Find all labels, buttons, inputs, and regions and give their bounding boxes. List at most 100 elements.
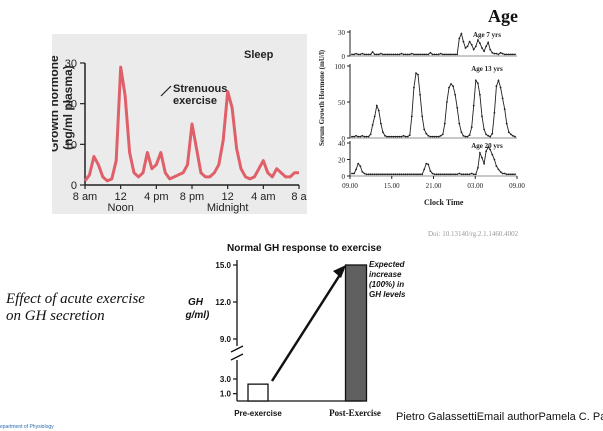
- right-panel-point: [507, 53, 510, 56]
- right-panel-point: [384, 53, 386, 56]
- right-panel-point: [491, 132, 494, 135]
- right-panel-point: [410, 52, 413, 55]
- right-chart-panels: 0 30 Age 7 yrs 0 50 100 Age 13 yrs 0 20 40 Age 20 …: [335, 29, 517, 181]
- right-panel-point: [425, 162, 428, 165]
- right-panel-point: [470, 172, 473, 175]
- right-panel-point: [353, 172, 355, 175]
- right-panel-point: [353, 53, 355, 56]
- right-panel-point: [427, 53, 430, 56]
- gh-24h-series-line: [83, 65, 299, 183]
- bar-chart-title: Normal GH response to exercise: [227, 243, 382, 254]
- right-panel-point: [396, 53, 399, 56]
- right-panel-point: [464, 173, 467, 176]
- left-x-tick-label: 4 am: [251, 191, 275, 203]
- right-panel-point: [499, 51, 502, 54]
- right-panel-point: [425, 132, 428, 135]
- right-panel-point: [427, 163, 430, 166]
- bar-y-tick-label: 12.0: [215, 298, 231, 307]
- right-panel-point: [363, 135, 366, 138]
- right-panel-point: [382, 131, 384, 134]
- left-y-tick-label: 10: [65, 139, 77, 151]
- right-panel-point: [355, 134, 357, 137]
- right-panel-point: [421, 115, 424, 118]
- right-panel-point: [501, 97, 504, 100]
- right-panel-point: [468, 40, 471, 43]
- right-panel-point: [448, 86, 450, 89]
- right-panel-point: [487, 146, 490, 148]
- right-panel-point: [479, 93, 481, 96]
- right-panel-point: [458, 172, 461, 175]
- annotation-exercise: exercise: [173, 95, 217, 107]
- right-panel-point: [435, 135, 438, 138]
- right-panel-point: [458, 37, 461, 40]
- right-panel-point: [514, 173, 516, 176]
- increase-arrow-head: [333, 265, 346, 278]
- right-panel-point: [357, 135, 360, 138]
- right-xlabel: Clock Time: [424, 198, 464, 207]
- left-chart: 0 10 20 30 8 am 12 4 pm 8 pm 12 4 am 8 a Noon Midnig…: [52, 49, 308, 214]
- right-panel-point: [406, 135, 409, 138]
- right-panel-point: [460, 32, 463, 35]
- right-chart-xaxis: 09.00 15.00 21.00 03.00 09.00: [342, 176, 525, 190]
- bar-ylabel-1: GH: [188, 297, 204, 308]
- left-ylabel-2: (ng/ml plasma): [61, 65, 75, 150]
- right-panel-point: [497, 53, 500, 56]
- right-panel-point: [495, 85, 498, 88]
- right-panel-point: [437, 53, 440, 56]
- left-x-tick-label: 12: [115, 191, 127, 203]
- right-panel-point: [363, 53, 366, 56]
- right-panel-point: [419, 173, 421, 176]
- right-panel-point: [512, 53, 514, 56]
- right-panel-point: [351, 135, 353, 138]
- right-panel-point: [485, 150, 487, 153]
- right-panel-point: [386, 135, 388, 138]
- right-panel-point: [497, 79, 500, 82]
- right-panel-point: [367, 173, 370, 176]
- right-panel-point: [483, 162, 485, 165]
- right-panel-point: [396, 173, 399, 176]
- right-panel-point: [464, 135, 467, 138]
- right-panel-point: [390, 53, 393, 56]
- right-panel-point: [466, 173, 469, 176]
- left-chart-axes: 0 10 20 30 8 am 12 4 pm 8 pm 12 4 am 8 a Noon Midnig…: [65, 58, 308, 214]
- right-panel-y-tick-label: 0: [342, 173, 346, 181]
- right-panel-point: [474, 173, 477, 176]
- right-panel-point: [466, 135, 469, 138]
- right-panel-point: [487, 41, 490, 44]
- right-panel-point: [351, 172, 353, 175]
- right-panel-y-tick-label: 50: [338, 99, 346, 107]
- right-panel-point: [371, 124, 374, 126]
- right-panel-point: [392, 135, 395, 138]
- right-panel-point: [456, 106, 459, 109]
- right-panel-point: [477, 166, 479, 169]
- right-x-tick-label: 21.00: [426, 182, 442, 190]
- left-x-tick-label: 8 a: [291, 191, 307, 203]
- left-ylabel-1: Growth hormone: [52, 55, 61, 152]
- right-panel-point: [441, 173, 444, 176]
- right-panel-point: [413, 173, 415, 176]
- right-panel-point: [468, 134, 471, 136]
- right-panel-point: [433, 135, 436, 138]
- right-panel-point: [503, 108, 506, 111]
- bar-annotation-3: (100%) in: [369, 280, 404, 289]
- right-panel-point: [357, 53, 360, 56]
- bar-y-tick-label: 9.0: [220, 335, 232, 344]
- right-panel-point: [437, 135, 440, 138]
- right-panel-point: [431, 135, 434, 138]
- right-panel-point: [423, 53, 426, 56]
- right-panel-point: [462, 40, 465, 43]
- right-panel-point: [452, 85, 454, 88]
- right-panel-point: [466, 45, 469, 48]
- right-chart-background: [312, 26, 527, 221]
- right-panel-point: [505, 53, 508, 56]
- right-panel-point: [375, 104, 378, 107]
- annotation-strenuous: Strenuous: [173, 83, 227, 95]
- right-panel-point: [390, 135, 393, 138]
- right-panel-point: [388, 173, 390, 176]
- right-panel-point: [439, 52, 442, 55]
- right-panel-point: [458, 122, 461, 125]
- right-panel-point: [441, 133, 444, 136]
- right-panel-point: [363, 172, 366, 175]
- right-panel-point: [359, 53, 362, 56]
- right-panel-point: [384, 134, 386, 137]
